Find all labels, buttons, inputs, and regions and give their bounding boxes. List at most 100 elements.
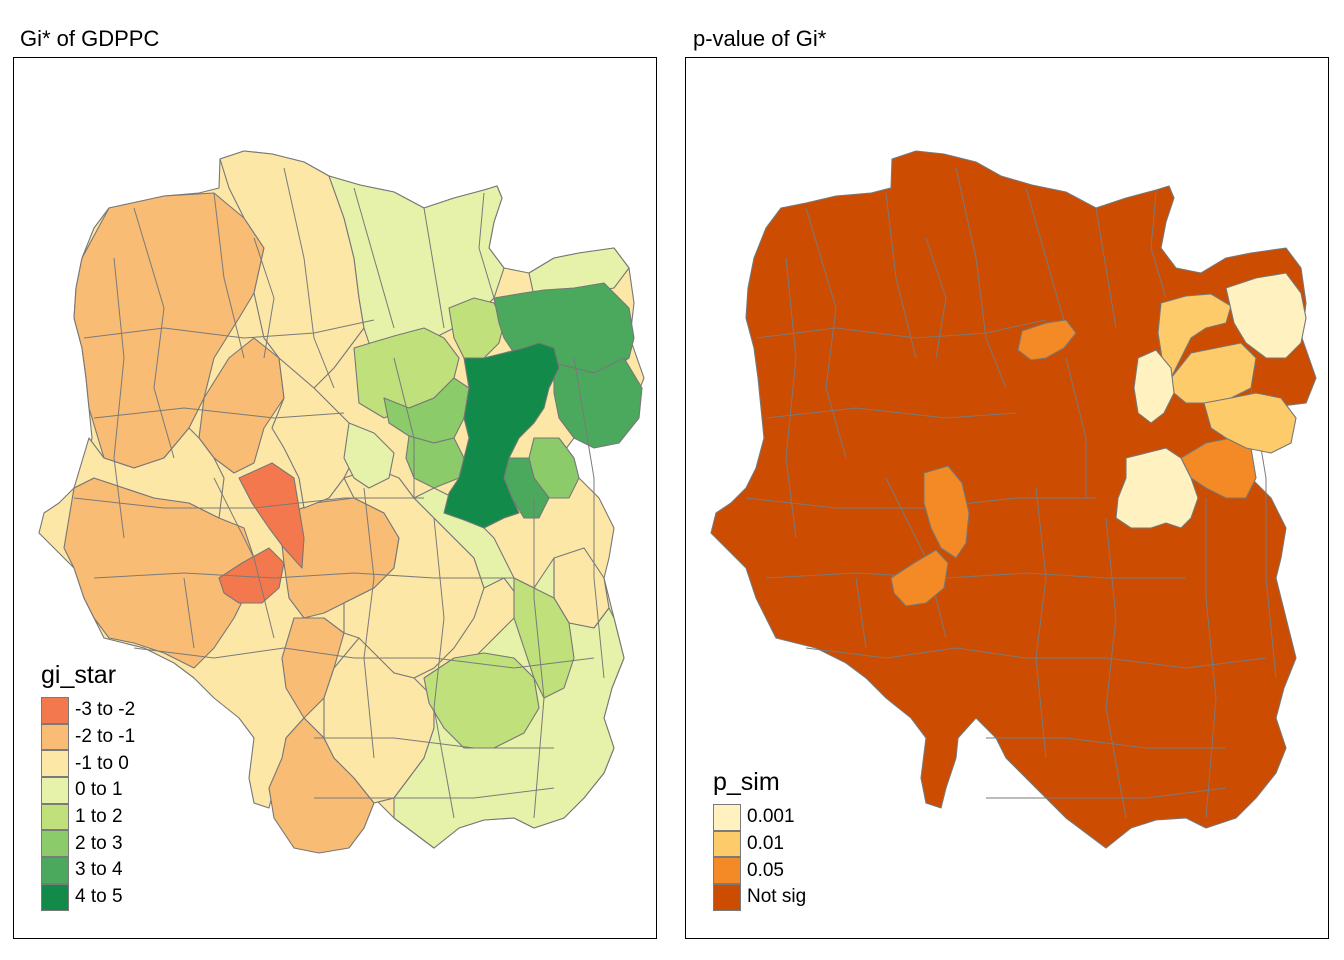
county-border xyxy=(855,577,867,649)
county-region xyxy=(238,462,305,569)
gi-star-legend-item: 2 to 3 xyxy=(41,830,135,858)
county-region xyxy=(1157,293,1232,379)
county-border xyxy=(1205,498,1217,819)
county-region xyxy=(218,547,285,604)
gi-star-legend-label: -1 to 0 xyxy=(75,752,129,774)
p-sim-legend-title: p_sim xyxy=(713,768,780,796)
county-border xyxy=(133,207,175,459)
province-boundary xyxy=(710,150,1317,849)
gi-star-legend-swatch xyxy=(41,857,69,884)
county-border xyxy=(314,737,554,749)
gi-star-legend-swatch xyxy=(41,723,69,751)
county-border xyxy=(213,477,275,639)
county-region xyxy=(513,577,575,699)
gi-star-legend-label: 4 to 5 xyxy=(75,886,123,908)
gi-star-legend-swatch xyxy=(41,883,69,911)
gi-star-legend-item: -1 to 0 xyxy=(41,750,135,778)
county-region xyxy=(923,465,970,559)
gi-star-legend-label: 2 to 3 xyxy=(75,832,123,854)
p-sim-legend-item: 0.001 xyxy=(713,804,806,831)
county-border xyxy=(755,319,1047,339)
county-border xyxy=(314,787,555,799)
p-sim-legend-items: 0.001 0.01 0.05 Not sig xyxy=(713,804,806,911)
county-border xyxy=(363,487,375,759)
county-border xyxy=(533,498,545,819)
p-sim-legend-swatch xyxy=(713,830,741,858)
gi-star-legend-title: gi_star xyxy=(41,661,117,689)
county-border xyxy=(986,737,1226,749)
gi-star-legend-item: -2 to -1 xyxy=(41,723,136,751)
gi-star-legend-label: 1 to 2 xyxy=(75,806,123,828)
county-region xyxy=(890,549,949,607)
county-region xyxy=(1225,272,1307,359)
gi-star-legend-swatch xyxy=(41,777,69,804)
county-border xyxy=(986,787,1227,799)
p-sim-legend-item: 0.01 xyxy=(713,830,806,858)
right-map-frame: p_sim 0.001 0.01 0.05 Not sig xyxy=(685,57,1329,939)
gi-star-legend-item: 4 to 5 xyxy=(41,883,135,911)
gi-star-legend-label: 3 to 4 xyxy=(75,859,123,881)
county-border xyxy=(93,407,345,419)
county-border xyxy=(1035,487,1047,759)
county-region xyxy=(271,357,355,509)
county-region xyxy=(1115,447,1199,529)
gi-star-legend-items: -3 to -2 -2 to -1 -1 to 0 0 to 1 1 to 2 2 to … xyxy=(41,697,135,911)
county-border xyxy=(283,167,335,389)
county-region xyxy=(219,150,365,399)
county-region xyxy=(448,297,505,359)
county-region xyxy=(553,357,643,449)
county-border xyxy=(1105,517,1127,819)
county-border xyxy=(805,207,847,459)
gi-star-legend-swatch xyxy=(41,697,69,724)
p-sim-legend-label: Not sig xyxy=(747,886,807,908)
gi-star-legend-item: 0 to 1 xyxy=(41,777,135,804)
county-border xyxy=(253,237,275,359)
county-region xyxy=(73,192,265,469)
left-map-title: Gi* of GDPPC xyxy=(20,26,160,51)
gi-star-legend-label: -3 to -2 xyxy=(75,699,136,721)
p-value-regions xyxy=(745,167,1307,819)
province-outline xyxy=(710,150,1317,849)
county-region xyxy=(423,652,540,749)
right-map-title: p-value of Gi* xyxy=(693,26,827,51)
gi-star-legend-swatch xyxy=(41,803,69,831)
left-map-frame: gi_star -3 to -2 -2 to -1 -1 to 0 0 to 1 1 t… xyxy=(13,57,657,939)
gi-star-regions xyxy=(63,150,643,854)
county-border xyxy=(1025,187,1067,329)
gi-star-legend-swatch xyxy=(41,830,69,858)
gi-star-legend-item: 3 to 4 xyxy=(41,857,135,884)
gi-star-legend-label: 0 to 1 xyxy=(75,779,123,801)
county-border xyxy=(423,207,445,329)
county-border xyxy=(93,572,514,579)
county-border xyxy=(1150,192,1167,299)
county-border xyxy=(1095,207,1117,329)
county-border xyxy=(213,192,245,359)
county-border xyxy=(785,257,797,539)
gi-star-legend: gi_star -3 to -2 -2 to -1 -1 to 0 0 to 1 1 t… xyxy=(41,661,135,911)
county-region xyxy=(443,342,560,529)
county-border xyxy=(113,257,125,539)
county-border xyxy=(805,647,1267,669)
county-border xyxy=(353,187,395,329)
p-sim-legend-swatch xyxy=(713,804,741,831)
county-border xyxy=(133,647,595,669)
county-border xyxy=(478,192,495,299)
gi-star-map xyxy=(38,150,645,854)
county-region xyxy=(343,422,395,489)
county-border xyxy=(183,577,195,649)
p-sim-legend: p_sim 0.001 0.01 0.05 Not sig xyxy=(713,768,806,911)
county-border xyxy=(1065,357,1087,498)
gi-star-legend-swatch xyxy=(41,750,69,778)
gi-star-legend-item: 1 to 2 xyxy=(41,803,135,831)
county-border xyxy=(573,357,605,679)
county-region xyxy=(1017,319,1077,361)
county-border xyxy=(73,497,424,509)
p-value-map xyxy=(710,150,1317,849)
p-sim-legend-label: 0.01 xyxy=(747,833,784,855)
county-border xyxy=(885,192,917,359)
county-border xyxy=(955,167,1007,389)
gi-star-legend-item: -3 to -2 xyxy=(41,697,135,724)
p-sim-legend-swatch xyxy=(713,857,741,885)
gi-star-legend-label: -2 to -1 xyxy=(75,726,136,748)
county-border xyxy=(765,407,1017,419)
